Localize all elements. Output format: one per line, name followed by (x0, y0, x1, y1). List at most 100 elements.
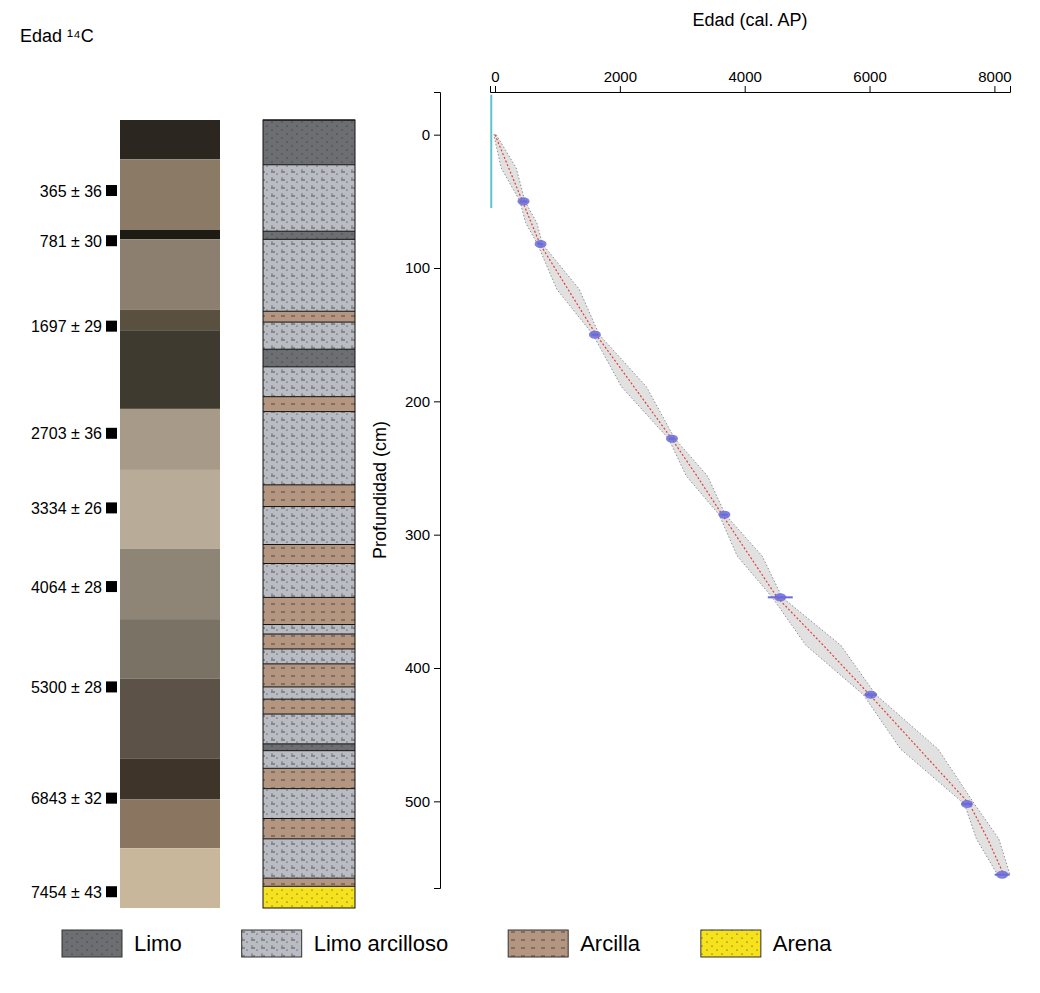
y-tick-label: 200 (405, 393, 430, 410)
layer-boundary (263, 634, 355, 635)
sample-age: 7454 ± 43 (31, 884, 102, 901)
uncertainty-envelope (494, 135, 1010, 875)
sample-marker (106, 185, 117, 196)
age-model-line (495, 135, 1004, 875)
sample-marker (106, 321, 117, 332)
layer-boundary (263, 349, 355, 350)
dated-sample (535, 240, 547, 248)
lithology-layer (263, 818, 355, 838)
sample-age: 781 ± 30 (40, 233, 102, 250)
layer-boundary (263, 164, 355, 165)
sample-age: 4064 ± 28 (31, 579, 102, 596)
sample-age: 1697 ± 29 (31, 318, 102, 335)
dated-sample (865, 691, 877, 699)
layer-boundary (263, 886, 355, 887)
sample-age: 5300 ± 28 (31, 679, 102, 696)
sample-marker (106, 428, 117, 439)
x-tick-mark (495, 86, 496, 92)
x-tick-mark (870, 86, 871, 92)
photo-band (120, 470, 220, 549)
layer-boundary (263, 878, 355, 879)
legend-label: Arena (773, 931, 832, 956)
core-title: Edad ¹⁴C (20, 26, 94, 46)
x-tick-label: 4000 (729, 68, 762, 85)
lithology-layer (263, 699, 355, 714)
photo-band (120, 549, 220, 620)
lithology-frame (263, 120, 355, 908)
lithology-layer (263, 878, 355, 886)
layer-boundary (263, 411, 355, 412)
sample-age: 365 ± 36 (40, 183, 102, 200)
sample-marker (106, 681, 117, 692)
layer-boundary (263, 239, 355, 240)
figure: Edad ¹⁴C 365 ± 36 781 ± 30 1697 ± 29 2703 ± … (0, 0, 1040, 993)
layer-boundary (263, 396, 355, 397)
lithology-column (263, 120, 355, 908)
x-tick-label: 8000 (978, 68, 1011, 85)
y-axis-title: Profundidad (cm) (370, 421, 390, 559)
y-tick-label: 400 (405, 659, 430, 676)
legend-swatch (508, 930, 568, 957)
x-tick-mark (745, 86, 746, 92)
photo-band (120, 310, 220, 330)
x-tick: 0 (491, 68, 499, 92)
lithology-layer (263, 349, 355, 367)
lithology-layer (263, 485, 355, 507)
lithology-layer (263, 597, 355, 624)
y-tick-mark (434, 401, 440, 402)
layer-boundary (263, 788, 355, 789)
layer-boundary (263, 743, 355, 744)
sample-marker (106, 235, 117, 246)
y-tick-label: 100 (405, 259, 430, 276)
layer-boundary (263, 563, 355, 564)
plot-area (491, 95, 1010, 879)
photo-band (120, 239, 220, 310)
legend: LimoLimo arcillosoArcillaArena (62, 930, 832, 957)
lithology-layer (263, 507, 355, 545)
layer-boundary (263, 366, 355, 367)
lithology-layer (263, 789, 355, 819)
x-tick-mark (620, 86, 621, 92)
y-tick: 0 (422, 126, 440, 143)
y-axis: 0100200300400500 (405, 93, 441, 889)
age-model-line (490, 95, 492, 208)
x-tick: 4000 (729, 68, 762, 92)
layer-boundary (263, 322, 355, 323)
photo-band (120, 230, 220, 239)
y-tick-label: 0 (422, 126, 430, 143)
y-tick: 200 (405, 393, 440, 410)
dated-sample (996, 871, 1008, 879)
layer-boundary (263, 686, 355, 687)
sample-age: 3334 ± 26 (31, 500, 102, 517)
dated-sample (518, 197, 530, 205)
y-tick: 100 (405, 259, 440, 276)
x-tick: 6000 (853, 68, 886, 92)
x-axis-title: Edad (cal. AP) (692, 10, 807, 30)
dated-sample (774, 593, 786, 601)
lithology-layer (263, 649, 355, 664)
y-tick: 500 (405, 793, 440, 810)
y-axis-line (434, 93, 441, 889)
x-axis: 0 2000 4000 6000 8000 (491, 68, 1012, 93)
layer-boundary (263, 699, 355, 700)
photo-band (120, 409, 220, 470)
lithology-layer (263, 664, 355, 687)
layer-boundary (263, 311, 355, 312)
photo-band (120, 120, 220, 159)
layer-boundary (263, 818, 355, 819)
legend-label: Arcilla (580, 931, 641, 956)
layer-boundary (263, 750, 355, 751)
lithology-layer (263, 744, 355, 751)
layer-boundary (263, 624, 355, 625)
sample-age: 2703 ± 36 (31, 425, 102, 442)
y-tick-mark (434, 268, 440, 269)
dated-sample (589, 331, 601, 339)
core-samples: 365 ± 36 781 ± 30 1697 ± 29 2703 ± 36 3334 ±… (31, 183, 117, 901)
x-tick-label: 2000 (604, 68, 637, 85)
lithology-layer (263, 165, 355, 231)
photo-band (120, 679, 220, 759)
x-tick: 8000 (978, 68, 1011, 92)
x-tick-label: 0 (491, 68, 499, 85)
photo-band (120, 159, 220, 230)
lithology-layer (263, 545, 355, 564)
